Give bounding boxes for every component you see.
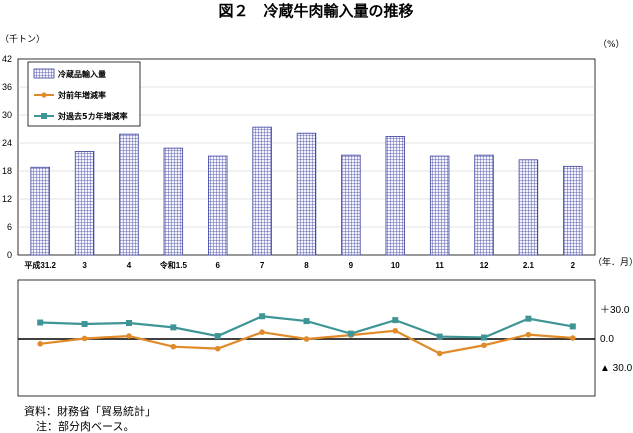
chart-title: 図２ 冷蔵牛肉輸入量の推移 xyxy=(218,2,413,20)
legend-marker-5yr xyxy=(41,113,47,119)
x-tick-label: 4 xyxy=(127,261,132,270)
line-y-tick-label: ＋30.0 xyxy=(600,305,630,316)
y-axis-unit-right: （%） xyxy=(598,39,625,50)
y-tick-label: 30 xyxy=(2,110,12,120)
data-point-5yr xyxy=(347,330,354,337)
x-tick-label: 2 xyxy=(571,261,576,270)
bar xyxy=(163,147,184,256)
bar xyxy=(74,150,95,256)
bar-series xyxy=(30,126,583,256)
legend-swatch-imports xyxy=(33,68,55,79)
y-tick-label: 6 xyxy=(7,222,12,232)
x-tick-label: 6 xyxy=(216,261,221,270)
data-point-5yr xyxy=(303,318,310,325)
x-tick-label: 2.1 xyxy=(523,261,535,270)
x-tick-label: 8 xyxy=(304,261,309,270)
data-point-yoy xyxy=(392,327,399,334)
data-point-yoy xyxy=(126,333,132,339)
data-point-yoy xyxy=(525,331,532,338)
data-point-5yr xyxy=(436,333,443,340)
data-point-yoy xyxy=(214,345,221,352)
bar xyxy=(474,154,494,256)
y-tick-label: 36 xyxy=(2,82,12,92)
line-y-tick-label: ▲ 30.0 xyxy=(600,363,633,374)
bar xyxy=(296,132,317,256)
bar-y-ticks: 0 6 12 18 24 30 36 42 xyxy=(2,54,12,260)
legend-label-imports: 冷蔵品輸入量 xyxy=(58,69,106,79)
data-point-yoy xyxy=(259,329,265,336)
bar-x-tick-labels: 平成31.2 3 4 令和1.5 6 7 8 9 10 11 12 2.1 2 xyxy=(24,260,575,270)
line-series xyxy=(37,313,576,357)
bar xyxy=(563,165,583,256)
bar xyxy=(208,155,228,256)
y-tick-label: 0 xyxy=(7,250,12,260)
x-tick-label: 令和1.5 xyxy=(159,260,188,270)
data-point-yoy xyxy=(570,335,576,341)
footnote: 注：部分肉ベース。 xyxy=(36,419,134,433)
bar xyxy=(385,136,405,256)
y-axis-unit-left: （千トン） xyxy=(0,34,45,45)
x-tick-label: 7 xyxy=(260,261,265,270)
line-y-ticks: ＋30.0 0.0 ▲ 30.0 xyxy=(600,305,633,374)
x-tick-label: 9 xyxy=(349,261,354,270)
data-point-yoy xyxy=(81,335,88,342)
legend-label-5yr: 対過去5カ年増減率 xyxy=(57,111,128,121)
legend-label-yoy: 対前年増減率 xyxy=(57,90,106,100)
y-tick-label: 24 xyxy=(2,138,12,148)
bar xyxy=(30,166,50,256)
data-point-5yr xyxy=(569,323,576,330)
line-plot-area xyxy=(17,279,596,397)
legend: 冷蔵品輸入量 対前年増減率 対過去5カ年増減率 xyxy=(27,61,141,127)
data-point-5yr xyxy=(170,324,177,331)
data-point-yoy xyxy=(170,343,177,350)
data-point-5yr xyxy=(481,334,488,341)
bar xyxy=(518,159,539,256)
data-point-5yr xyxy=(125,320,132,327)
y-tick-label: 42 xyxy=(2,54,12,64)
data-point-yoy xyxy=(481,342,487,349)
data-point-yoy xyxy=(436,350,443,357)
x-tick-label: 11 xyxy=(435,261,444,270)
x-tick-label: 平成31.2 xyxy=(24,260,56,270)
data-point-5yr xyxy=(259,313,266,320)
line-y-tick-label: 0.0 xyxy=(600,334,614,345)
y-tick-label: 18 xyxy=(2,166,12,176)
data-point-5yr xyxy=(37,319,44,326)
y-tick-label: 12 xyxy=(2,194,12,204)
data-point-5yr xyxy=(525,315,532,322)
data-point-yoy xyxy=(303,336,310,342)
bar xyxy=(119,133,139,256)
legend-marker-yoy xyxy=(41,92,47,98)
x-tick-label: 12 xyxy=(480,261,489,270)
bar xyxy=(252,126,272,256)
data-point-5yr xyxy=(392,317,399,324)
x-tick-label: 10 xyxy=(391,261,400,270)
bar xyxy=(341,154,361,256)
bar xyxy=(429,155,450,256)
data-point-yoy xyxy=(37,341,43,347)
x-axis-unit: （年．月） xyxy=(593,256,633,268)
x-tick-label: 3 xyxy=(82,261,87,270)
data-point-5yr xyxy=(81,320,88,327)
data-point-5yr xyxy=(214,333,221,340)
source-note: 資料：財務省「貿易統計」 xyxy=(24,404,156,418)
